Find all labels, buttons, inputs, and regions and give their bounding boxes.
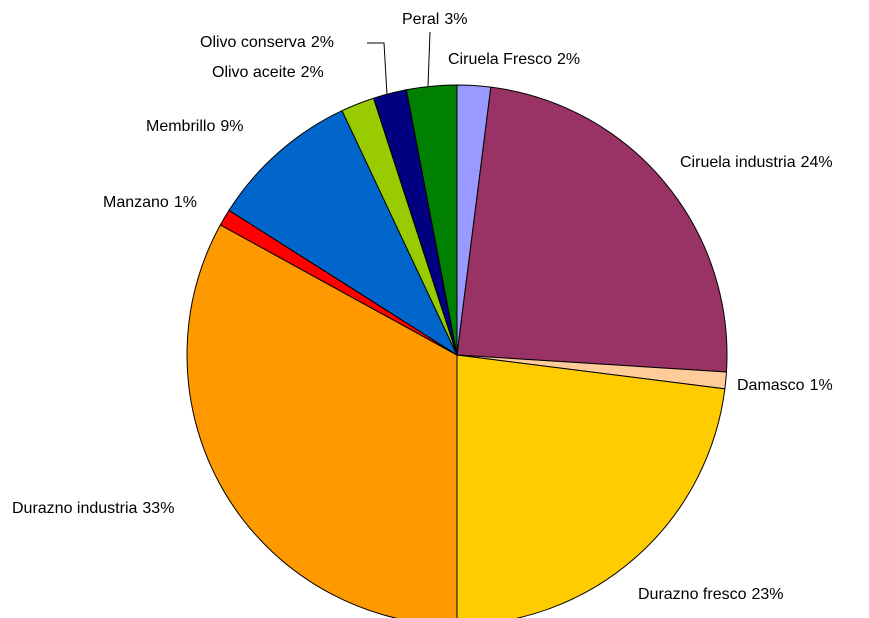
slice-name: Durazno industria: [12, 500, 138, 517]
slice-value-label: 33%: [142, 500, 174, 517]
pie-slice: [186, 224, 458, 618]
slice-name: Olivo aceite: [212, 64, 296, 81]
slice-name: Durazno fresco: [638, 586, 747, 603]
slice-value-label: 3%: [444, 11, 467, 28]
slice-label: Olivo conserva 2%: [200, 34, 334, 51]
slice-label: Damasco 1%: [737, 377, 833, 394]
slice-label: Peral 3%: [402, 11, 467, 28]
slice-value-label: 2%: [301, 64, 324, 81]
pie-slice: [456, 86, 728, 373]
leader-line: [427, 31, 431, 87]
slice-value-label: 9%: [220, 118, 243, 135]
slice-value-label: 2%: [311, 34, 334, 51]
slice-name: Olivo conserva: [200, 34, 306, 51]
slice-label: Durazno fresco 23%: [638, 586, 784, 603]
slice-name: Ciruela industria: [680, 154, 796, 171]
slice-name: Manzano: [103, 194, 169, 211]
slice-value-label: 1%: [810, 377, 833, 394]
pie-slice: [228, 110, 459, 357]
slice-value-label: 1%: [174, 194, 197, 211]
leader-line: [367, 42, 388, 96]
slice-name: Peral: [402, 11, 439, 28]
slice-name: Membrillo: [146, 118, 215, 135]
slice-label: Ciruela Fresco 2%: [448, 51, 580, 68]
slice-name: Ciruela Fresco: [448, 51, 552, 68]
slice-value-label: 2%: [557, 51, 580, 68]
slice-label: Durazno industria 33%: [12, 500, 174, 517]
slice-label: Ciruela industria 24%: [680, 154, 833, 171]
slice-label: Membrillo 9%: [146, 118, 243, 135]
pie-slice: [456, 354, 726, 618]
slice-value-label: 24%: [801, 154, 833, 171]
slice-name: Damasco: [737, 377, 805, 394]
slice-value-label: 23%: [752, 586, 784, 603]
pie-slice: [405, 84, 458, 356]
slice-label: Manzano 1%: [103, 194, 197, 211]
slice-label: Olivo aceite 2%: [212, 64, 324, 81]
